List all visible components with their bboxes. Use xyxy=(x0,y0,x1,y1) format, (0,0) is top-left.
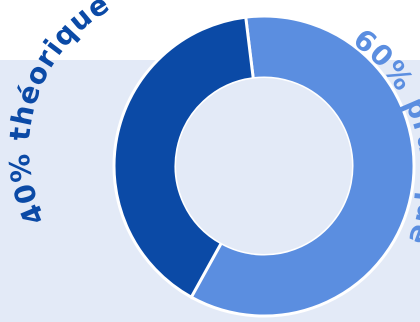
slice-label-theorique: 40% théorique xyxy=(3,0,116,230)
slice-theorique xyxy=(112,15,255,300)
donut-hole xyxy=(176,78,352,254)
